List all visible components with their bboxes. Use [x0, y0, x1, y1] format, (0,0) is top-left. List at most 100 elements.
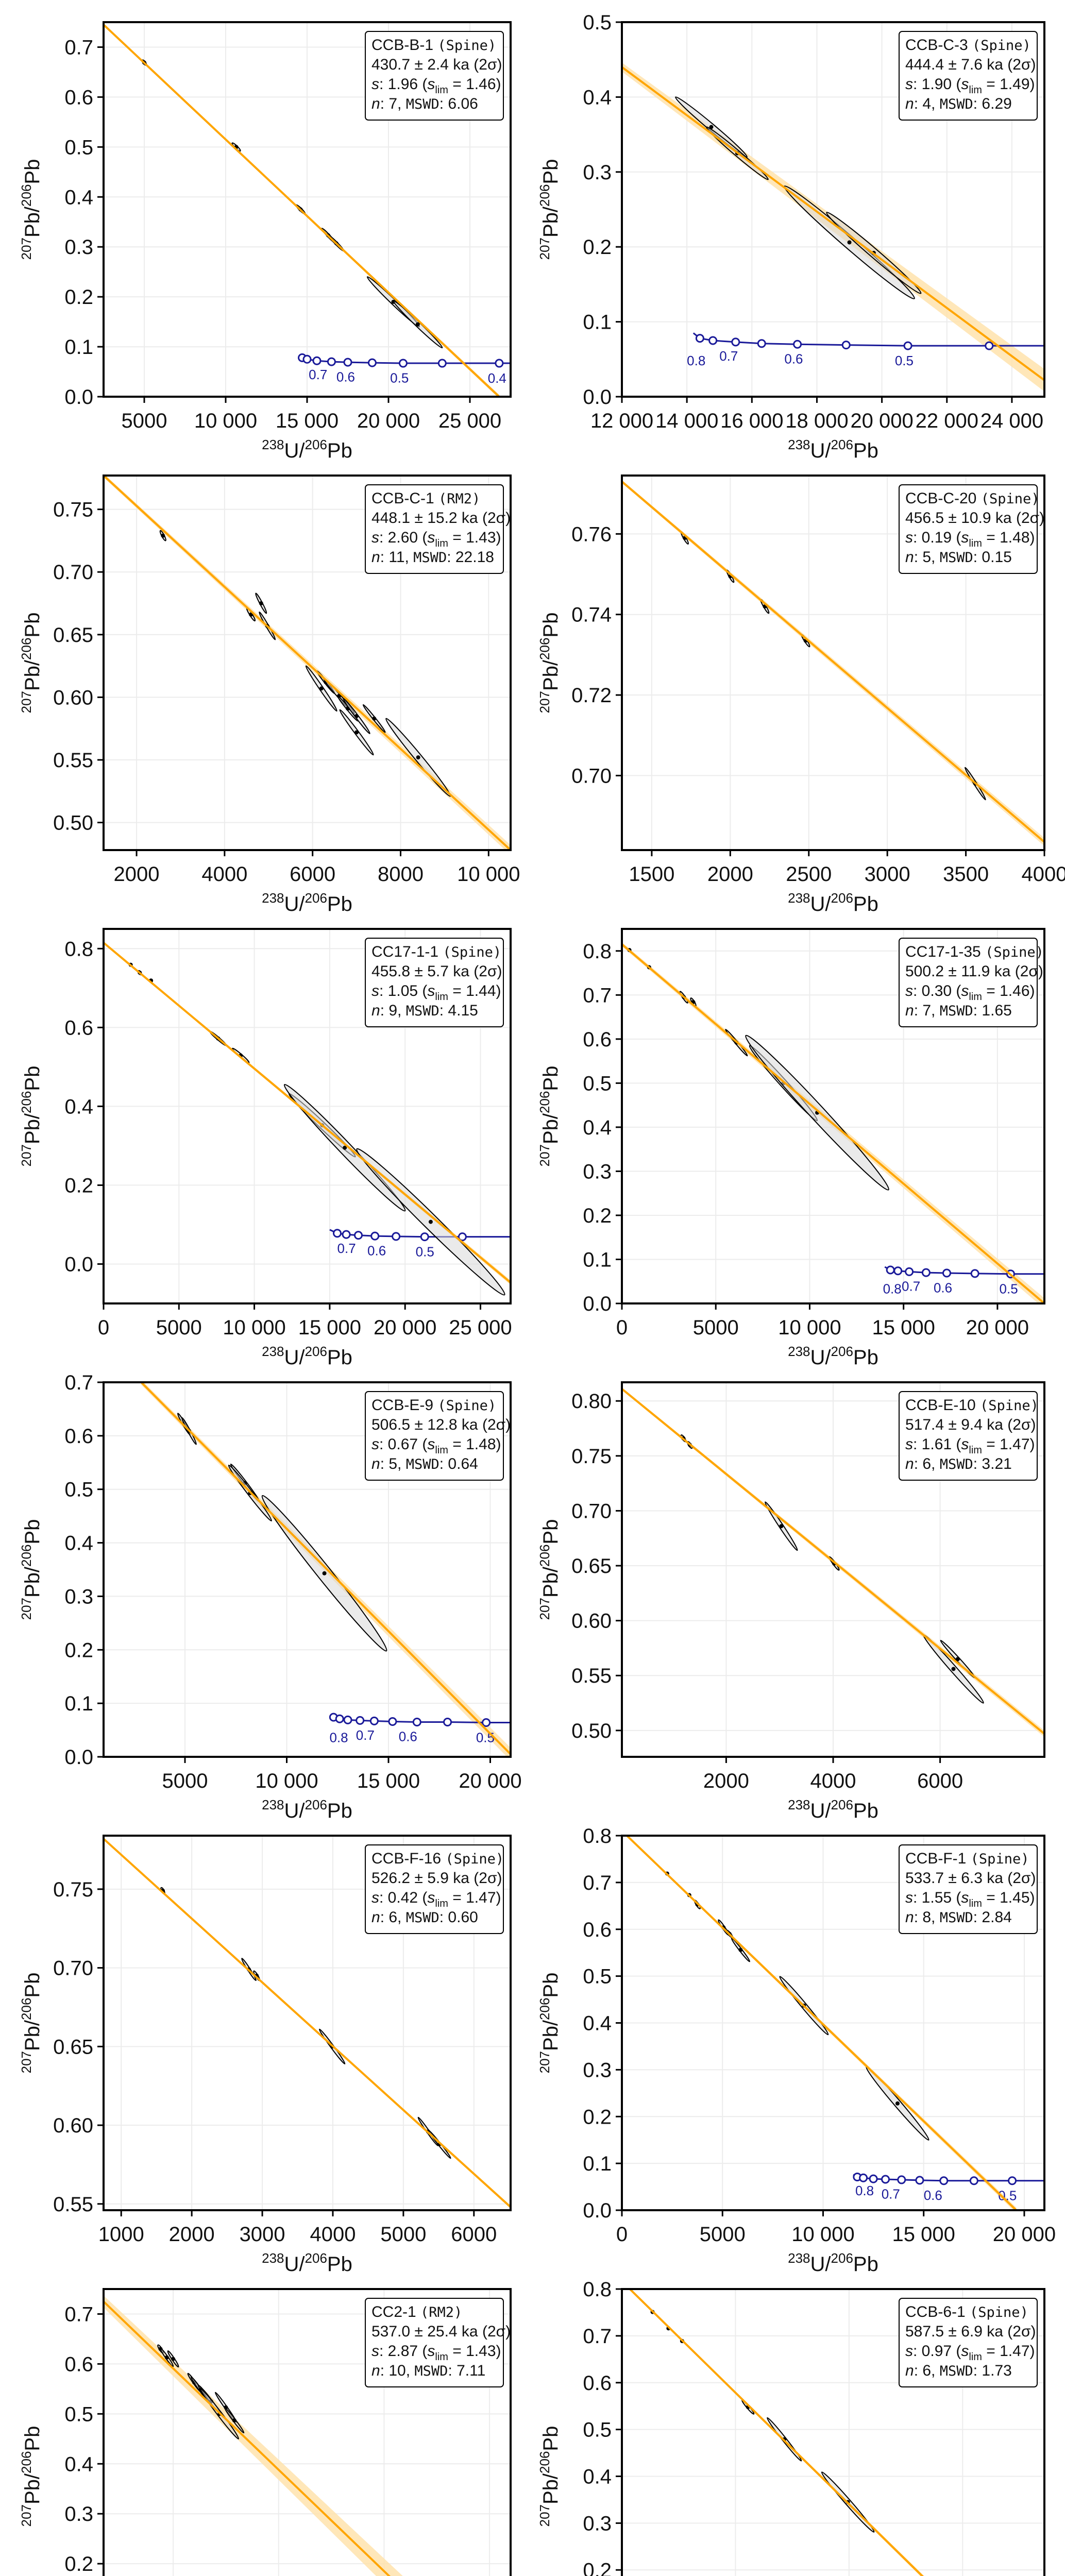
y-tick-label: 0.2 [64, 2553, 93, 2575]
data-point [232, 2418, 236, 2422]
x-tick-label: 5000 [122, 410, 167, 432]
plot-area: 0.80.70.60.5 [104, 2295, 403, 2576]
regression-line [104, 24, 500, 397]
x-tick-label: 2000 [707, 863, 753, 886]
legend-sample-name: CCB-6-1 (Spine) [905, 2303, 1028, 2320]
y-tick-label: 0.5 [583, 11, 612, 34]
x-tick-label: 3000 [865, 863, 910, 886]
concordia-age-marker [841, 341, 851, 350]
y-axis-label: 207Pb/206Pb [19, 159, 44, 260]
concordia-age-marker [335, 1714, 344, 1723]
x-tick-label: 10 000 [778, 1316, 841, 1339]
concordia-age-label: 0.6 [399, 1729, 417, 1744]
legend-spine-width: s: 0.42 (slim = 1.47) [371, 1889, 501, 1909]
plot-area [622, 1387, 1044, 1737]
plot-area [104, 476, 511, 850]
regression-line [622, 943, 1044, 1303]
legend-sample-name: CCB-F-1 (Spine) [905, 1850, 1029, 1867]
y-tick-label: 0.6 [583, 1028, 612, 1051]
y-tick-label: 0.4 [583, 86, 612, 109]
legend-age: 444.4 ± 7.6 ka (2σ) [905, 56, 1036, 73]
x-tick-label: 12 000 [590, 410, 653, 432]
concordia-age-marker [412, 1717, 421, 1726]
regression-line [622, 481, 1044, 843]
data-point [428, 1219, 433, 1224]
data-point [895, 2101, 900, 2106]
x-tick-label: 4000 [310, 2223, 356, 2246]
concordia-age-marker [398, 359, 408, 368]
y-tick-label: 0.8 [583, 2278, 612, 2301]
legend-spine-width: s: 0.30 (slim = 1.46) [905, 982, 1035, 1003]
y-tick-label: 0.0 [64, 1253, 93, 1276]
y-tick-label: 0.1 [583, 1248, 612, 1271]
data-point [847, 240, 852, 245]
plot-area: 0.7 0.6 0.5 [104, 941, 511, 1296]
x-tick-label: 5000 [700, 2223, 746, 2246]
y-tick-label: 0.6 [64, 2353, 93, 2376]
concordia-age-marker [458, 1232, 467, 1242]
chart-panel: 0.8 0.7 0.6 0.5 12 000 14 000 16 000 18 000 20 0… [537, 11, 1045, 462]
concordia-age-label: 0.6 [336, 369, 355, 384]
y-tick-label: 0.7 [64, 1371, 93, 1394]
y-axis-label: 207Pb/206Pb [19, 613, 44, 714]
plot-frame [621, 928, 1045, 1304]
concordia-age-marker [881, 2175, 890, 2184]
concordia-age-marker [369, 1716, 379, 1725]
concordia-age-marker [859, 2173, 868, 2182]
x-axis-label: 238U/206Pb [788, 1344, 878, 1369]
plot-area: 0.7 0.6 0.5 0.4 [104, 24, 511, 397]
legend-n-mswd: n: 10, MSWD: 7.11 [371, 2362, 485, 2379]
legend-frame [899, 31, 1038, 121]
x-tick-label: 6000 [917, 1770, 963, 1792]
concordia-age-label: 0.8 [855, 2183, 874, 2198]
x-tick-label: 1000 [98, 2223, 144, 2246]
y-tick-label: 0.5 [583, 2419, 612, 2442]
plot-area [104, 1838, 511, 2209]
plot-frame [103, 1381, 512, 1758]
y-tick-label: 0.4 [583, 2466, 612, 2488]
legend-n-mswd: n: 6, MSWD: 0.60 [371, 1909, 478, 1926]
x-tick-label: 15 000 [872, 1316, 935, 1339]
legend-n-mswd: n: 11, MSWD: 22.18 [371, 549, 494, 566]
legend-age: 456.5 ± 10.9 ka (2σ) [905, 510, 1044, 527]
concordia-age-label: 0.6 [924, 2188, 942, 2203]
legend-age: 448.1 ± 15.2 ka (2σ) [371, 510, 511, 527]
x-tick-label: 10 000 [457, 863, 520, 886]
x-tick-label: 20 000 [850, 410, 913, 432]
x-axis-label: 238U/206Pb [788, 890, 878, 916]
legend-age: 537.0 ± 25.4 ka (2σ) [371, 2323, 511, 2340]
concordia-age-label: 0.7 [309, 367, 327, 382]
y-tick-label: 0.55 [571, 1665, 612, 1687]
x-tick-label: 5000 [156, 1316, 202, 1339]
x-tick-label: 2000 [169, 2223, 215, 2246]
y-tick-label: 0.4 [64, 2453, 93, 2476]
data-point [354, 730, 359, 735]
concordia-age-marker [915, 2176, 924, 2185]
x-tick-label: 10 000 [791, 2223, 854, 2246]
y-tick-label: 0.2 [64, 1174, 93, 1197]
x-tick-label: 4000 [201, 863, 247, 886]
legend-n-mswd: n: 5, MSWD: 0.64 [371, 1455, 478, 1472]
x-tick-label: 20 000 [966, 1316, 1029, 1339]
concordia-age-marker [708, 336, 718, 345]
legend-spine-width: s: 1.96 (slim = 1.46) [371, 76, 501, 96]
legend-age: 500.2 ± 11.9 ka (2σ) [905, 963, 1043, 980]
concordia-age-label: 0.4 [488, 370, 506, 386]
y-tick-label: 0.2 [64, 1639, 93, 1662]
x-tick-label: 1500 [629, 863, 674, 886]
y-tick-label: 0.6 [64, 1016, 93, 1039]
x-tick-label: 0 [616, 1316, 628, 1339]
x-tick-label: 2000 [703, 1770, 749, 1792]
concordia-age-marker [343, 358, 352, 367]
y-tick-label: 0.60 [571, 1610, 612, 1633]
x-tick-label: 3500 [943, 863, 989, 886]
legend-n-mswd: n: 6, MSWD: 3.21 [905, 1455, 1012, 1472]
concordia-age-marker [342, 1230, 351, 1239]
y-tick-label: 0.4 [64, 1095, 93, 1118]
